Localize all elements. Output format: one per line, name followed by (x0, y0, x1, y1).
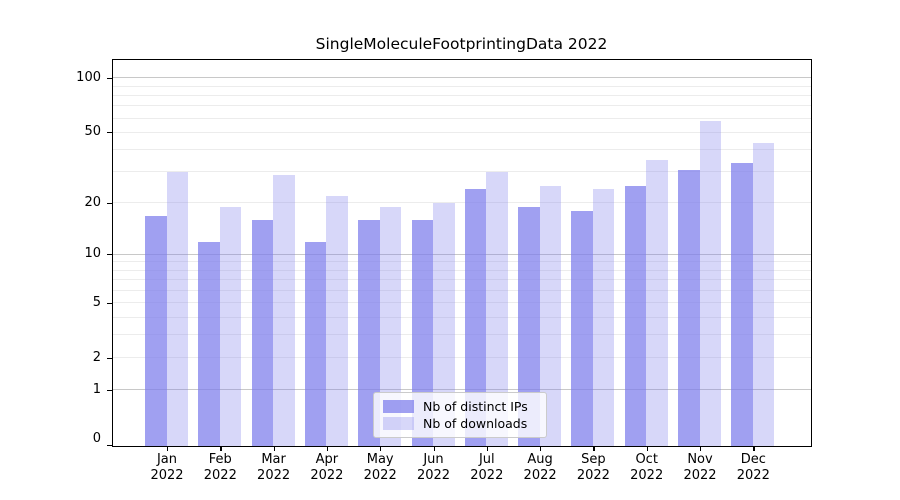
bar-distinct-ips-aug (518, 207, 540, 446)
gridline-6 (112, 289, 811, 291)
x-tick-label-oct: Oct 2022 (630, 452, 664, 483)
y-tick-label-20: 20 (84, 194, 101, 210)
bar-downloads-jul (486, 172, 508, 446)
gridline-1 (112, 389, 811, 391)
bar-distinct-ips-dec (731, 162, 753, 446)
x-tick-label-apr: Apr 2022 (310, 452, 344, 483)
y-tick-label-100: 100 (76, 69, 101, 85)
x-tick-may (380, 446, 382, 451)
bar-downloads-jun (433, 203, 455, 446)
plot-area (111, 58, 812, 447)
x-tick-jun (433, 446, 435, 451)
x-tick-nov (700, 446, 702, 451)
gridline-40 (112, 149, 811, 151)
bar-distinct-ips-jan (145, 215, 167, 446)
y-tick-0 (107, 444, 112, 446)
bar-distinct-ips-apr (304, 241, 327, 446)
x-tick-label-sep: Sep 2022 (576, 452, 610, 483)
x-tick-oct (646, 446, 648, 451)
gridline-9 (112, 261, 811, 263)
legend-entry-downloads: Nb of downloads (383, 416, 538, 431)
gridline-90 (112, 85, 811, 87)
legend-swatch-distinct-ips-icon (383, 400, 414, 413)
bar-downloads-sep (592, 189, 615, 446)
x-tick-label-feb: Feb 2022 (203, 452, 237, 483)
x-tick-label-jun: Jun 2022 (416, 452, 451, 483)
bar-distinct-ips-jun (411, 220, 433, 446)
bar-downloads-nov (699, 121, 721, 446)
gridline-60 (112, 117, 811, 119)
y-tick-label-50: 50 (84, 124, 101, 140)
gridline-10 (112, 253, 811, 255)
gridline-70 (112, 105, 811, 107)
y-tick-1 (107, 389, 112, 392)
bar-downloads-apr (326, 196, 348, 446)
gridline-80 (112, 94, 811, 96)
x-tick-apr (326, 446, 329, 451)
y-tick-10 (107, 254, 112, 256)
bar-distinct-ips-may (358, 220, 380, 446)
gridline-3 (112, 334, 811, 336)
legend-entry-distinct-ips: Nb of distinct IPs (383, 399, 538, 414)
bar-downloads-dec (752, 142, 775, 446)
y-tick-5 (107, 302, 112, 304)
bar-distinct-ips-mar (251, 220, 274, 446)
x-tick-label-mar: Mar 2022 (257, 452, 291, 483)
x-tick-label-nov: Nov 2022 (683, 452, 717, 483)
x-tick-aug (540, 446, 542, 451)
x-tick-mar (273, 446, 275, 451)
bar-distinct-ips-sep (571, 211, 593, 446)
gridline-7 (112, 279, 811, 281)
gridline-30 (112, 171, 811, 173)
x-tick-label-aug: Aug 2022 (523, 452, 557, 483)
bar-downloads-aug (539, 186, 562, 446)
y-tick-label-0: 0 (92, 430, 101, 446)
legend: Nb of distinct IPs Nb of downloads (373, 392, 547, 438)
legend-swatch-downloads-icon (383, 417, 414, 430)
y-tick-label-5: 5 (92, 294, 101, 310)
x-tick-label-jan: Jan 2022 (150, 452, 184, 483)
y-tick-label-10: 10 (84, 246, 101, 262)
x-tick-sep (593, 446, 595, 451)
chart-title: SingleMoleculeFootprintingData 2022 (315, 35, 608, 53)
y-tick-label-1: 1 (92, 381, 101, 397)
y-tick-20 (107, 202, 112, 205)
gridline-2 (112, 357, 811, 359)
y-tick-50 (107, 132, 112, 134)
x-tick-label-dec: Dec 2022 (736, 452, 770, 483)
gridline-8 (112, 269, 811, 271)
x-tick-jan (167, 446, 169, 451)
x-tick-label-jul: Jul 2022 (470, 452, 504, 483)
bar-downloads-mar (273, 174, 295, 446)
legend-label-distinct-ips: Nb of distinct IPs (423, 399, 528, 414)
bar-distinct-ips-feb (198, 241, 220, 446)
bar-downloads-feb (219, 207, 242, 446)
bar-downloads-may (379, 207, 402, 446)
gridline-100 (112, 77, 811, 79)
x-tick-dec (753, 446, 755, 451)
gridline-20 (112, 202, 811, 204)
gridline-50 (112, 131, 811, 133)
gridline-5 (112, 302, 811, 303)
bar-distinct-ips-jul (464, 189, 487, 446)
bar-distinct-ips-oct (624, 186, 647, 446)
bar-downloads-oct (646, 160, 668, 446)
x-tick-label-may: May 2022 (363, 452, 397, 483)
x-tick-jul (486, 446, 489, 451)
x-tick-feb (220, 446, 222, 451)
bar-downloads-jan (166, 172, 188, 446)
y-tick-100 (107, 77, 112, 80)
legend-label-downloads: Nb of downloads (423, 416, 528, 431)
y-tick-label-2: 2 (92, 349, 101, 365)
y-tick-2 (107, 357, 112, 359)
gridline-4 (112, 316, 811, 318)
bar-distinct-ips-nov (678, 169, 700, 446)
